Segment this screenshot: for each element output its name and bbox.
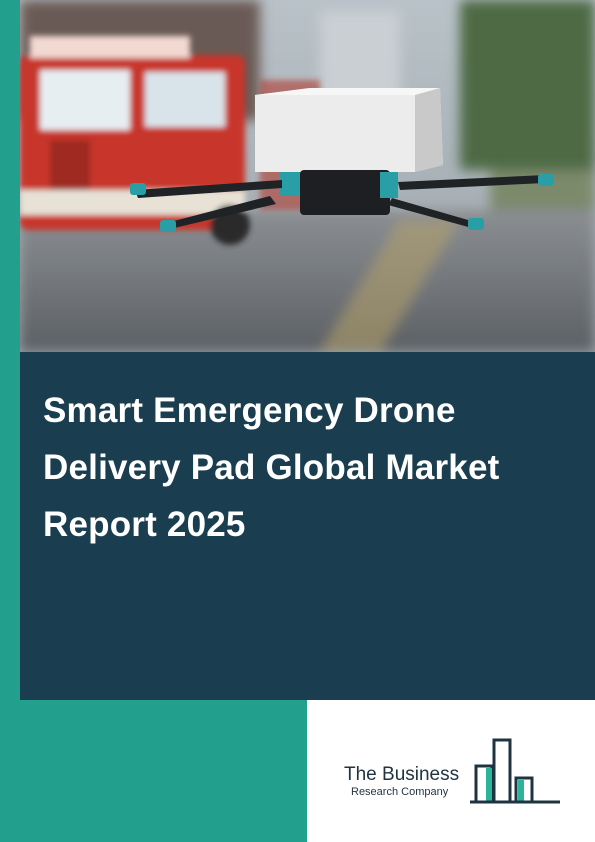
teal-accent-block [0,700,307,842]
report-title: Smart Emergency Drone Delivery Pad Globa… [43,391,500,544]
logo-subtitle: Research Company [351,786,449,798]
cover-photo [20,0,595,352]
title-panel: Smart Emergency Drone Delivery Pad Globa… [20,352,595,700]
company-logo[interactable]: The Business Research Company [340,738,570,808]
logo-name: The Business [344,764,460,785]
teal-accent-strip [0,0,20,842]
drone-icon [130,88,554,232]
bar-chart-buildings-icon [470,738,560,804]
